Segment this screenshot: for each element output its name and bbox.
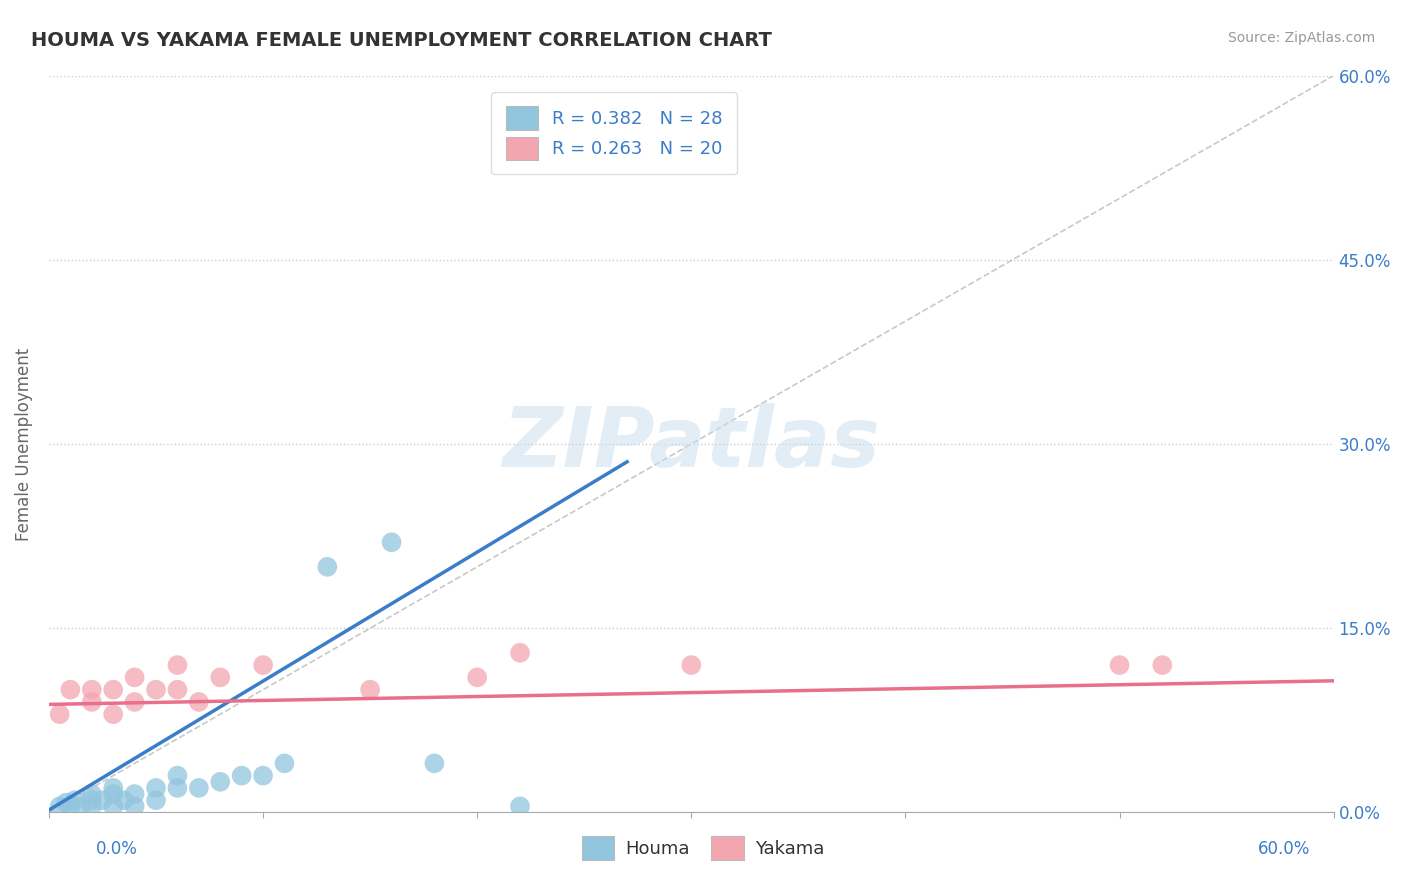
Point (124, 670, 146, 684)
Point (316, 559, 339, 574)
Point (124, 799, 146, 814)
Text: HOUMA VS YAKAMA FEMALE UNEMPLOYMENT CORRELATION CHART: HOUMA VS YAKAMA FEMALE UNEMPLOYMENT CORR… (31, 31, 772, 50)
Point (273, 756, 295, 771)
Y-axis label: Female Unemployment: Female Unemployment (15, 347, 32, 541)
Point (48, 707, 70, 722)
Point (252, 769, 274, 783)
Point (80, 793, 103, 807)
Point (70, 799, 93, 814)
Text: Source: ZipAtlas.com: Source: ZipAtlas.com (1227, 31, 1375, 45)
Point (103, 682, 125, 697)
Point (145, 682, 167, 697)
Point (187, 780, 209, 795)
Point (423, 756, 446, 771)
Point (209, 774, 232, 789)
Point (124, 695, 146, 709)
Point (380, 535, 402, 549)
Point (465, 670, 488, 684)
Legend: R = 0.382   N = 28, R = 0.263   N = 20: R = 0.382 N = 28, R = 0.263 N = 20 (491, 92, 737, 175)
Legend: Houma, Yakama: Houma, Yakama (575, 830, 831, 867)
Point (145, 780, 167, 795)
Point (103, 799, 125, 814)
Point (63, 793, 86, 807)
Point (166, 769, 188, 783)
Point (80, 682, 103, 697)
Point (55, 796, 77, 810)
Text: 0.0%: 0.0% (96, 840, 138, 858)
Point (166, 780, 188, 795)
Point (359, 682, 381, 697)
Point (231, 769, 253, 783)
Point (166, 658, 188, 673)
Point (80, 799, 103, 814)
Point (166, 682, 188, 697)
Point (187, 695, 209, 709)
Point (509, 799, 531, 814)
Point (209, 670, 232, 684)
Point (681, 658, 703, 673)
Point (1108, 658, 1130, 673)
Point (112, 793, 135, 807)
Point (59, 799, 82, 814)
Point (509, 646, 531, 660)
Point (124, 787, 146, 801)
Point (80, 787, 103, 801)
Point (252, 658, 274, 673)
Point (80, 695, 103, 709)
Text: ZIPatlas: ZIPatlas (502, 403, 880, 484)
Point (1152, 658, 1174, 673)
Point (59, 682, 82, 697)
Point (103, 780, 125, 795)
Point (103, 787, 125, 801)
Point (145, 793, 167, 807)
Point (48, 799, 70, 814)
Text: 60.0%: 60.0% (1258, 840, 1310, 858)
Point (103, 707, 125, 722)
Point (91, 793, 114, 807)
